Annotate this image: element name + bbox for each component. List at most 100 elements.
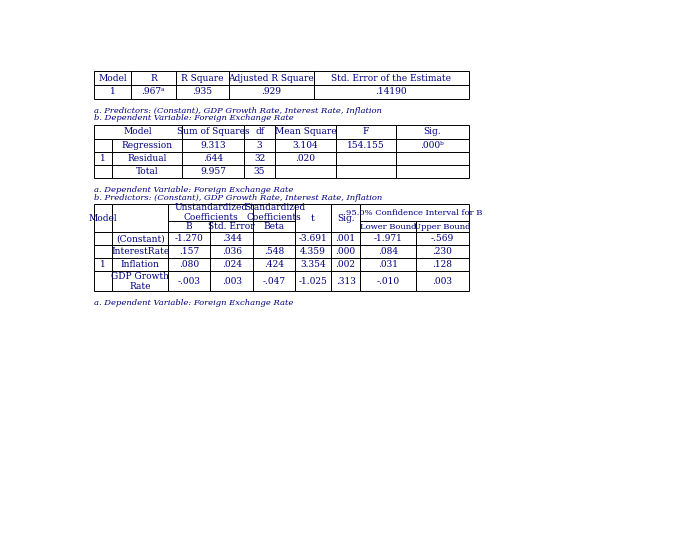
Text: .644: .644 (203, 154, 223, 163)
Bar (361, 258, 416, 271)
Bar (94, 232, 112, 245)
Text: .929: .929 (261, 88, 281, 96)
Bar (182, 139, 244, 152)
Text: Beta: Beta (264, 222, 285, 231)
Bar (361, 245, 416, 258)
Text: .157: .157 (179, 247, 200, 256)
Bar (210, 245, 253, 258)
Bar (94, 165, 112, 178)
Bar (112, 152, 182, 165)
Bar (112, 165, 182, 178)
Bar (210, 271, 253, 291)
Bar (182, 125, 244, 139)
Text: 9.313: 9.313 (200, 141, 226, 150)
Text: 1: 1 (109, 88, 115, 96)
Text: 154.155: 154.155 (347, 141, 385, 150)
Bar (210, 232, 253, 245)
Text: 95.0% Confidence Interval for B: 95.0% Confidence Interval for B (347, 209, 483, 217)
Bar (331, 245, 361, 258)
Bar (94, 271, 112, 291)
Text: b. Predictors: (Constant), GDP Growth Rate, Interest Rate, Inflation: b. Predictors: (Constant), GDP Growth Ra… (94, 193, 382, 202)
Bar (314, 85, 469, 99)
Text: .000ᵇ: .000ᵇ (420, 141, 444, 150)
Text: .128: .128 (433, 260, 453, 269)
Bar (253, 271, 295, 291)
Text: .230: .230 (433, 247, 453, 256)
Bar (253, 204, 295, 221)
Text: a. Dependent Variable: Foreign Exchange Rate: a. Dependent Variable: Foreign Exchange … (94, 186, 293, 194)
Bar (168, 258, 210, 271)
Text: Std. Error: Std. Error (208, 222, 255, 231)
Text: InterestRate: InterestRate (111, 247, 169, 256)
Text: -1.025: -1.025 (299, 277, 327, 286)
Bar (176, 71, 228, 85)
Text: 1: 1 (100, 154, 106, 163)
Text: .935: .935 (192, 88, 213, 96)
Text: Total: Total (136, 167, 158, 176)
Bar (336, 152, 396, 165)
Bar (295, 204, 331, 232)
Bar (396, 125, 469, 139)
Bar (210, 221, 253, 232)
Text: .024: .024 (222, 260, 241, 269)
Bar (416, 221, 469, 232)
Bar (275, 139, 336, 152)
Bar (176, 85, 228, 99)
Text: .020: .020 (295, 154, 315, 163)
Bar (295, 232, 331, 245)
Text: df: df (255, 127, 264, 136)
Bar (94, 71, 131, 85)
Text: -1.270: -1.270 (175, 234, 204, 243)
Text: -.569: -.569 (431, 234, 454, 243)
Text: .002: .002 (336, 260, 356, 269)
Text: .548: .548 (264, 247, 284, 256)
Bar (361, 232, 416, 245)
Text: Inflation: Inflation (121, 260, 160, 269)
Bar (112, 271, 168, 291)
Bar (210, 258, 253, 271)
Bar (244, 152, 275, 165)
Bar (361, 221, 416, 232)
Text: (Constant): (Constant) (116, 234, 164, 243)
Text: 3.104: 3.104 (292, 141, 319, 150)
Bar (361, 204, 469, 221)
Bar (94, 204, 112, 232)
Bar (182, 152, 244, 165)
Bar (416, 232, 469, 245)
Text: -3.691: -3.691 (299, 234, 327, 243)
Text: 35: 35 (254, 167, 266, 176)
Bar (94, 85, 131, 99)
Bar (112, 232, 168, 245)
Text: .967ᵃ: .967ᵃ (142, 88, 165, 96)
Bar (275, 165, 336, 178)
Bar (396, 152, 469, 165)
Text: .000: .000 (336, 247, 356, 256)
Bar (331, 258, 361, 271)
Text: Standardized
Coefficients: Standardized Coefficients (244, 203, 305, 222)
Bar (295, 258, 331, 271)
Text: Unstandardized
Coefficients: Unstandardized Coefficients (174, 203, 248, 222)
Text: F: F (363, 127, 369, 136)
Text: .313: .313 (336, 277, 356, 286)
Bar (228, 71, 314, 85)
Bar (228, 85, 314, 99)
Bar (295, 271, 331, 291)
Text: GDP Growth
Rate: GDP Growth Rate (111, 272, 169, 291)
Text: a. Predictors: (Constant), GDP Growth Rate, Interest Rate, Inflation: a. Predictors: (Constant), GDP Growth Ra… (94, 106, 382, 115)
Text: .424: .424 (264, 260, 284, 269)
Text: a. Dependent Variable: Foreign Exchange Rate: a. Dependent Variable: Foreign Exchange … (94, 299, 293, 307)
Bar (331, 232, 361, 245)
Text: 3: 3 (257, 141, 262, 150)
Bar (94, 125, 182, 139)
Text: 9.957: 9.957 (200, 167, 226, 176)
Text: Upper Bound: Upper Bound (414, 223, 471, 230)
Bar (244, 125, 275, 139)
Bar (112, 139, 182, 152)
Text: Std. Error of the Estimate: Std. Error of the Estimate (332, 74, 451, 83)
Bar (112, 204, 168, 232)
Text: 32: 32 (254, 154, 266, 163)
Bar (396, 139, 469, 152)
Bar (94, 258, 112, 271)
Text: Mean Square: Mean Square (275, 127, 336, 136)
Text: .084: .084 (378, 247, 398, 256)
